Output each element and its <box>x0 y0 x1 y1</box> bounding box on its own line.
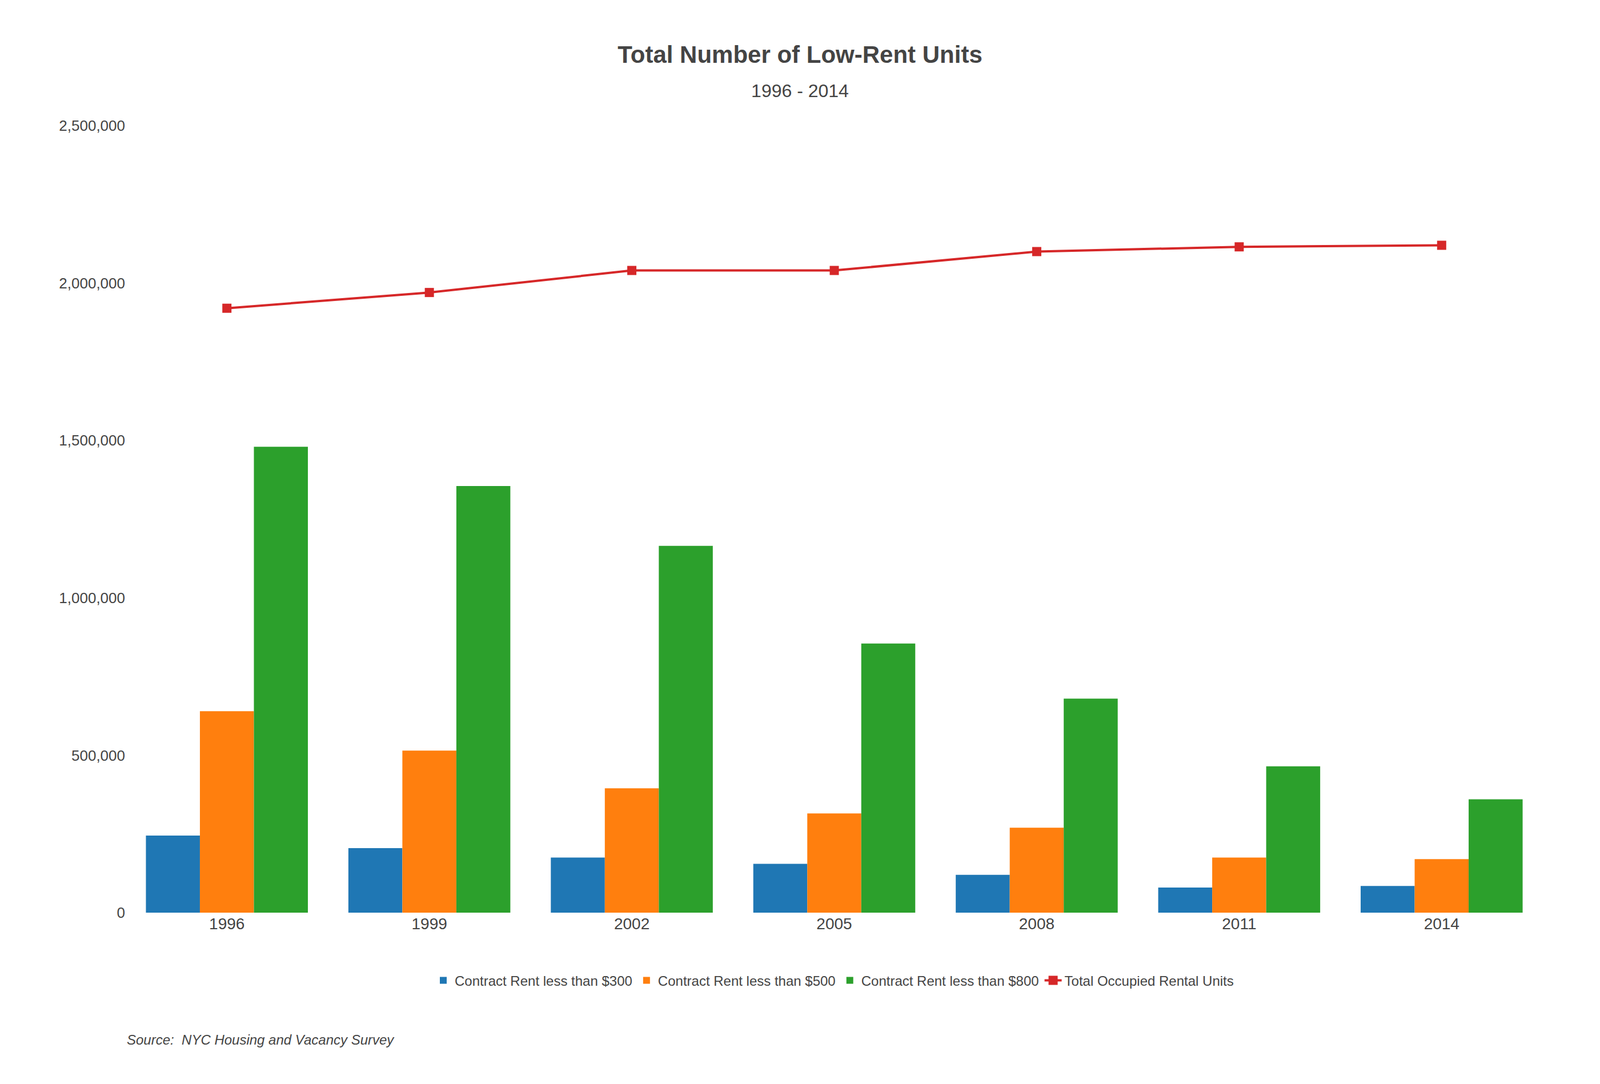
svg-text:500,000: 500,000 <box>71 747 126 765</box>
svg-text:Contract Rent less than $800: Contract Rent less than $800 <box>861 973 1040 989</box>
svg-text:2005: 2005 <box>816 915 852 933</box>
svg-text:2008: 2008 <box>1019 915 1055 933</box>
svg-text:1,500,000: 1,500,000 <box>58 431 126 449</box>
svg-text:1,000,000: 1,000,000 <box>58 589 126 607</box>
svg-text:Source: NYC Housing and Vacan: Source: NYC Housing and Vacancy Survey <box>126 1032 395 1048</box>
svg-text:0: 0 <box>117 904 126 922</box>
svg-text:1999: 1999 <box>411 915 447 933</box>
svg-text:1996: 1996 <box>209 915 245 933</box>
svg-text:Contract Rent less than $300: Contract Rent less than $300 <box>454 973 633 989</box>
svg-text:2002: 2002 <box>614 915 650 933</box>
svg-text:2011: 2011 <box>1221 915 1257 933</box>
svg-text:Total Occupied Rental Units: Total Occupied Rental Units <box>1064 973 1234 989</box>
svg-text:2014: 2014 <box>1424 915 1460 933</box>
svg-text:1996 - 2014: 1996 - 2014 <box>751 80 849 102</box>
svg-text:2,500,000: 2,500,000 <box>58 117 126 135</box>
svg-text:Total Number of Low-Rent Units: Total Number of Low-Rent Units <box>617 41 983 68</box>
svg-text:Contract Rent less than $500: Contract Rent less than $500 <box>658 973 836 989</box>
svg-text:2,000,000: 2,000,000 <box>58 274 126 292</box>
